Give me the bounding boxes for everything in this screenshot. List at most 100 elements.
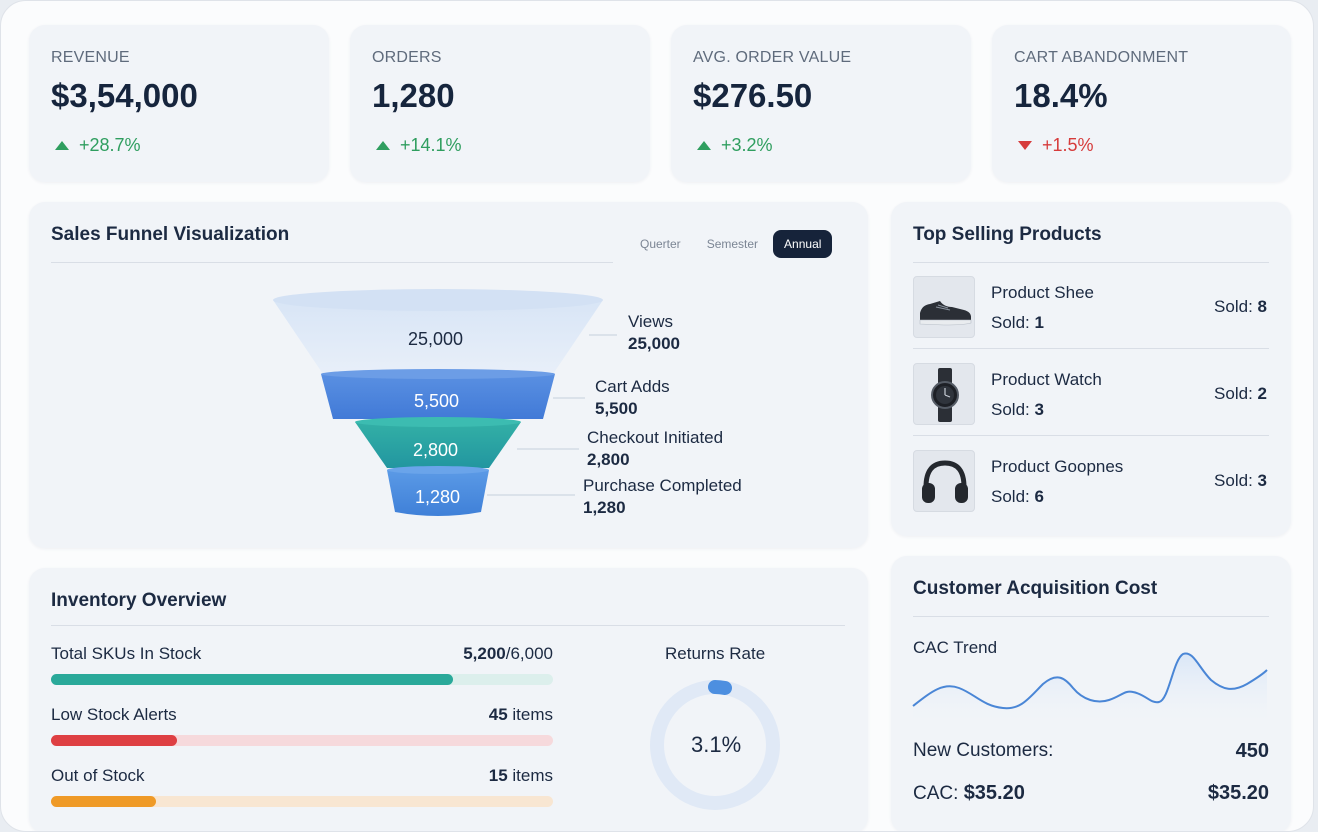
funnel-label-name: Checkout Initiated (587, 428, 724, 447)
funnel-stage-value: 5,500 (414, 391, 460, 411)
product-row[interactable]: Product Shee Sold: 1 Sold: 8 (913, 263, 1269, 349)
funnel-label-value: 25,000 (628, 334, 680, 353)
progress-fill (51, 674, 453, 685)
product-sold-right: Sold: 8 (1214, 297, 1267, 317)
inventory-value-strong: 45 (488, 705, 508, 724)
inventory-row-low-stock: Low Stock Alerts 45 items (51, 705, 553, 746)
sold-label: Sold: (991, 400, 1030, 419)
kpi-card-orders: ORDERS 1,280 +14.1% (350, 25, 650, 182)
inventory-value: 5,200/6,000 (463, 644, 553, 664)
inventory-label: Out of Stock (51, 766, 145, 785)
funnel-rim (321, 369, 555, 379)
funnel-rim (355, 417, 521, 427)
kpi-value: 1,280 (372, 77, 455, 114)
funnel-stage-value: 1,280 (415, 487, 461, 507)
funnel-stage-value: 2,800 (413, 440, 459, 460)
divider (913, 348, 1269, 349)
progress-fill (51, 735, 177, 746)
sparkline-line (912, 652, 1268, 710)
funnel-label-cart-adds: Cart Adds 5,500 (595, 376, 670, 420)
returns-rate-arc (708, 680, 732, 695)
top-products-card: Top Selling Products Product Shee Sold: … (891, 202, 1291, 536)
sold-label: Sold: (1214, 297, 1253, 316)
divider (913, 616, 1269, 617)
funnel-label-value: 1,280 (583, 498, 626, 517)
product-row[interactable]: Product Goopnes Sold: 6 Sold: 3 (913, 437, 1269, 523)
card-title: Customer Acquisition Cost (913, 578, 1158, 599)
product-name: Product Goopnes (991, 457, 1124, 476)
sales-funnel-card: Sales Funnel Visualization Querter Semes… (29, 202, 868, 548)
inventory-overview-card: Inventory Overview Total SKUs In Stock 5… (29, 568, 868, 831)
kpi-label: ORDERS (372, 49, 442, 66)
sold-label: Sold: (1214, 384, 1253, 403)
divider (51, 262, 613, 263)
period-annual-button[interactable]: Annual (773, 230, 833, 258)
inventory-row-out-of-stock: Out of Stock 15 items (51, 766, 553, 807)
inventory-value-rest: /6,000 (505, 644, 553, 663)
sold-value: 3 (1257, 471, 1267, 490)
sold-value: 6 (1034, 487, 1044, 506)
watch-icon (931, 368, 959, 422)
progress-track (51, 735, 553, 746)
cac-right-value: $35.20 (1207, 782, 1269, 804)
funnel-stage-purchase (387, 470, 489, 516)
funnel-label-purchase: Purchase Completed 1,280 (583, 475, 742, 519)
inventory-value: 15 items (489, 766, 553, 786)
inventory-label: Total SKUs In Stock (51, 644, 202, 663)
inventory-value-rest: items (507, 705, 553, 724)
funnel-stage-views (273, 300, 603, 374)
product-name: Product Shee (991, 283, 1095, 302)
kpi-trend: +1.5% (1018, 135, 1094, 156)
returns-rate-value: 3.1% (691, 732, 742, 757)
kpi-trend-value: +3.2% (721, 135, 773, 155)
card-title: Sales Funnel Visualization (51, 224, 290, 245)
product-sold: Sold: 1 (991, 313, 1044, 333)
kpi-trend: +28.7% (55, 135, 141, 156)
trend-up-icon (376, 141, 390, 150)
kpi-trend: +3.2% (697, 135, 773, 156)
product-sold-right: Sold: 2 (1214, 384, 1267, 404)
sold-value: 1 (1034, 313, 1044, 332)
product-thumbnail (913, 363, 975, 425)
new-customers-row: New Customers: 450 (913, 740, 1269, 762)
kpi-value: 18.4% (1014, 77, 1108, 114)
card-title: Inventory Overview (51, 590, 227, 611)
cac-value: $35.20 (963, 782, 1025, 804)
kpi-label: AVG. ORDER VALUE (693, 49, 852, 66)
sold-value: 3 (1034, 400, 1044, 419)
funnel-label-checkout: Checkout Initiated 2,800 (587, 427, 723, 471)
product-thumbnail (913, 276, 975, 338)
progress-track (51, 674, 553, 685)
product-name: Product Watch (991, 370, 1102, 389)
sold-value: 8 (1257, 297, 1267, 316)
sold-label: Sold: (991, 487, 1030, 506)
period-semester-button[interactable]: Semester (706, 237, 759, 251)
divider (51, 625, 845, 626)
funnel-label-value: 5,500 (595, 399, 638, 418)
progress-track (51, 796, 553, 807)
inventory-value-strong: 5,200 (463, 644, 506, 663)
trend-down-icon (1018, 141, 1032, 150)
product-sold-right: Sold: 3 (1214, 471, 1267, 491)
funnel-stage-cart-adds (321, 374, 555, 423)
card-title: Top Selling Products (913, 224, 1102, 245)
inventory-value-strong: 15 (488, 766, 508, 785)
sold-label: Sold: (1214, 471, 1253, 490)
product-sold: Sold: 6 (991, 487, 1044, 507)
kpi-card-aov: AVG. ORDER VALUE $276.50 +3.2% (671, 25, 971, 182)
headphones-icon (922, 460, 968, 503)
kpi-trend-value: +28.7% (79, 135, 141, 155)
kpi-card-revenue: REVENUE $3,54,000 +28.7% (29, 25, 329, 182)
product-thumbnail (913, 450, 975, 512)
funnel-label-name: Cart Adds (595, 377, 670, 396)
new-customers-value: 450 (1235, 740, 1269, 762)
sold-value: 2 (1257, 384, 1267, 403)
product-row[interactable]: Product Watch Sold: 3 Sold: 2 (913, 350, 1269, 436)
shoe-icon (919, 301, 972, 326)
product-sold: Sold: 3 (991, 400, 1044, 420)
funnel-top-rim (273, 289, 603, 311)
period-quarter-button[interactable]: Querter (640, 237, 681, 251)
funnel-stage-value: 25,000 (408, 329, 464, 349)
sparkline-area (913, 653, 1267, 724)
